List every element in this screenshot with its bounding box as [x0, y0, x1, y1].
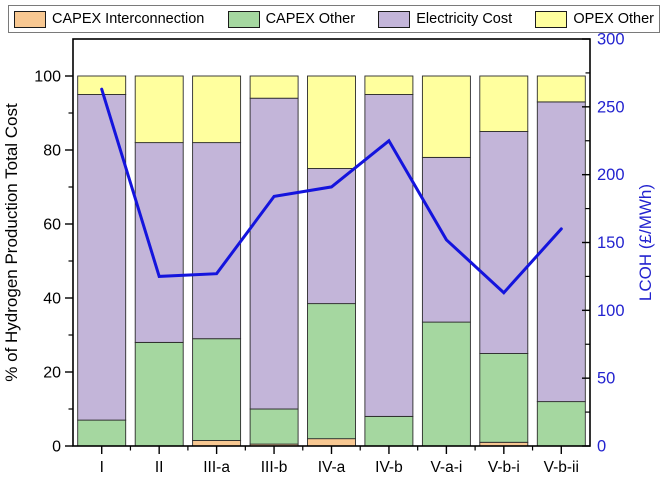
bar-segment-V-b-ii-capex-other [536, 401, 586, 447]
bar-segment-IV-b-opex-other [364, 75, 414, 95]
x-tick-label: III-b [261, 459, 288, 476]
right-tick-label: 200 [597, 166, 625, 184]
bar-segment-IV-b-electricity-cost [364, 94, 414, 417]
right-tick-label: 150 [597, 234, 625, 252]
bar-segment-II-electricity-cost [134, 142, 184, 343]
bar-segment-I-opex-other [77, 75, 127, 95]
bar-segment-IV-a-capex-interconnection [307, 438, 356, 447]
bar-segment-III-b-opex-other [249, 75, 299, 99]
legend-swatch [378, 10, 411, 28]
lcoh-line [100, 87, 563, 295]
bar-segment-IV-b-capex-other [364, 415, 414, 447]
left-tick-label: 40 [43, 291, 61, 308]
bar-segment-V-a-i-capex-other [421, 321, 471, 447]
x-tick-label: III-a [203, 459, 230, 476]
legend-label: CAPEX Other [265, 11, 356, 27]
left-tick-label: 80 [43, 143, 61, 160]
right-tick-label: 250 [597, 98, 625, 116]
legend-swatch [227, 10, 260, 28]
bar-segment-V-b-i-electricity-cost [479, 131, 529, 354]
legend-item-4: OPEX Other [535, 10, 654, 28]
chart-legend: CAPEX Interconnection CAPEX Other Electric… [8, 5, 660, 33]
legend-label: OPEX Other [573, 11, 654, 27]
left-tick-label: 60 [43, 217, 61, 234]
legend-item-1: CAPEX Interconnection [14, 10, 205, 28]
legend-swatch [535, 10, 568, 28]
bar-segment-II-capex-other [134, 341, 184, 447]
legend-item-2: CAPEX Other [227, 10, 356, 28]
legend-item-3: Electricity Cost [378, 10, 513, 28]
bar-segment-III-b-electricity-cost [249, 97, 299, 410]
bar-segment-I-electricity-cost [77, 94, 127, 421]
x-tick-label: II [155, 459, 164, 476]
bar-segment-IV-a-opex-other [307, 75, 356, 169]
x-tick-label: IV-a [318, 459, 346, 476]
x-tick-label: I [100, 459, 104, 476]
legend-label: CAPEX Interconnection [52, 11, 205, 27]
bar-segment-III-a-electricity-cost [192, 142, 242, 340]
bar-segment-V-b-i-capex-other [479, 353, 529, 443]
right-tick-label: 100 [597, 302, 625, 320]
bar-segment-IV-a-capex-other [307, 303, 356, 440]
left-tick-label: 100 [34, 69, 61, 86]
bar-segment-I-capex-other [77, 419, 127, 447]
bar-segment-V-b-i-opex-other [479, 75, 529, 132]
bar-segment-V-b-ii-opex-other [536, 75, 586, 103]
x-tick-label: V-a-i [430, 459, 462, 476]
right-tick-label: 0 [597, 438, 606, 456]
bar-segment-V-a-i-opex-other [421, 75, 471, 158]
right-tick-label: 50 [597, 370, 615, 388]
bar-segment-III-b-capex-other [249, 408, 299, 445]
bar-segment-II-opex-other [134, 75, 184, 144]
right-tick-label: 300 [597, 31, 625, 49]
bar-segment-III-a-capex-other [192, 338, 242, 441]
right-axis-title: LCOH (£/MWh) [636, 184, 655, 301]
bar-segment-III-a-opex-other [192, 75, 242, 144]
bar-segment-III-a-capex-interconnection [192, 439, 242, 447]
bar-segment-V-b-ii-electricity-cost [536, 101, 586, 403]
x-tick-label: V-b-i [488, 459, 520, 476]
left-tick-label: 20 [43, 365, 61, 382]
legend-swatch [14, 10, 46, 28]
legend-label: Electricity Cost [416, 11, 513, 27]
x-tick-label: V-b-ii [544, 459, 579, 476]
left-tick-label: 0 [52, 439, 61, 456]
x-tick-label: IV-b [375, 459, 403, 476]
left-axis-title: % of Hydrogen Production Total Cost [2, 103, 21, 382]
